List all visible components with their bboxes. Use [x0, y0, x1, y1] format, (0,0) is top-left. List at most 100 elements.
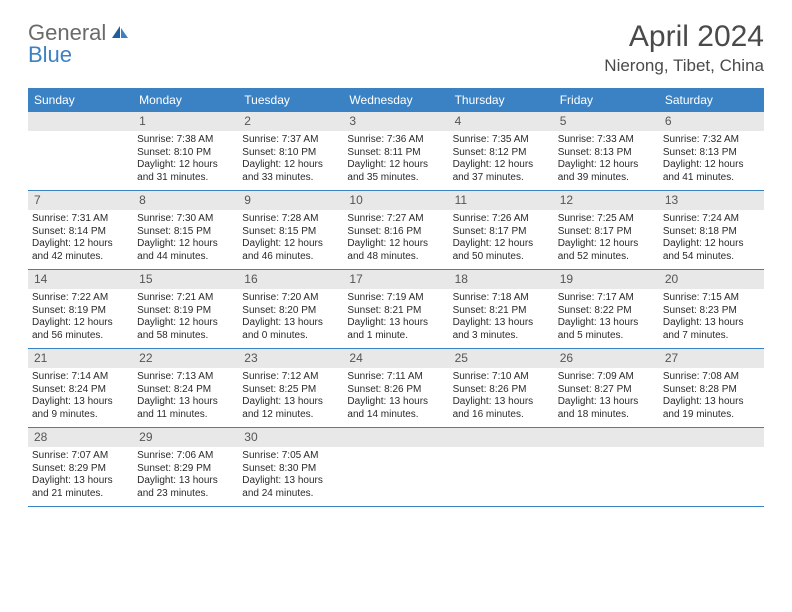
sunrise-text: Sunrise: 7:06 AM	[137, 450, 234, 463]
sunrise-text: Sunrise: 7:37 AM	[242, 134, 339, 147]
sunset-text: Sunset: 8:18 PM	[663, 226, 760, 239]
daylight-text: Daylight: 13 hours and 7 minutes.	[663, 317, 760, 342]
sunset-text: Sunset: 8:24 PM	[32, 384, 129, 397]
sunset-text: Sunset: 8:24 PM	[137, 384, 234, 397]
sunrise-text: Sunrise: 7:33 AM	[558, 134, 655, 147]
sunrise-text: Sunrise: 7:36 AM	[347, 134, 444, 147]
daylight-text: Daylight: 13 hours and 19 minutes.	[663, 396, 760, 421]
sunset-text: Sunset: 8:21 PM	[453, 305, 550, 318]
day-cell: 17Sunrise: 7:19 AMSunset: 8:21 PMDayligh…	[343, 270, 448, 348]
sunrise-text: Sunrise: 7:15 AM	[663, 292, 760, 305]
day-cell: 3Sunrise: 7:36 AMSunset: 8:11 PMDaylight…	[343, 112, 448, 190]
sunrise-text: Sunrise: 7:12 AM	[242, 371, 339, 384]
day-number: 28	[28, 428, 133, 447]
day-number: 17	[343, 270, 448, 289]
day-cell: 29Sunrise: 7:06 AMSunset: 8:29 PMDayligh…	[133, 428, 238, 506]
title-block: April 2024 Nierong, Tibet, China	[604, 20, 764, 76]
day-cell: 27Sunrise: 7:08 AMSunset: 8:28 PMDayligh…	[659, 349, 764, 427]
day-number: 12	[554, 191, 659, 210]
day-header: Friday	[554, 88, 659, 112]
day-number	[449, 428, 554, 447]
sunset-text: Sunset: 8:22 PM	[558, 305, 655, 318]
daylight-text: Daylight: 13 hours and 12 minutes.	[242, 396, 339, 421]
daylight-text: Daylight: 12 hours and 35 minutes.	[347, 159, 444, 184]
day-cell: 13Sunrise: 7:24 AMSunset: 8:18 PMDayligh…	[659, 191, 764, 269]
sunrise-text: Sunrise: 7:38 AM	[137, 134, 234, 147]
day-cell: 19Sunrise: 7:17 AMSunset: 8:22 PMDayligh…	[554, 270, 659, 348]
day-details: Sunrise: 7:07 AMSunset: 8:29 PMDaylight:…	[28, 447, 133, 506]
day-cell: 18Sunrise: 7:18 AMSunset: 8:21 PMDayligh…	[449, 270, 554, 348]
daylight-text: Daylight: 13 hours and 14 minutes.	[347, 396, 444, 421]
day-number	[28, 112, 133, 131]
day-number: 13	[659, 191, 764, 210]
day-cell: 6Sunrise: 7:32 AMSunset: 8:13 PMDaylight…	[659, 112, 764, 190]
day-details: Sunrise: 7:25 AMSunset: 8:17 PMDaylight:…	[554, 210, 659, 269]
daylight-text: Daylight: 12 hours and 39 minutes.	[558, 159, 655, 184]
sunrise-text: Sunrise: 7:35 AM	[453, 134, 550, 147]
sunrise-text: Sunrise: 7:18 AM	[453, 292, 550, 305]
day-details: Sunrise: 7:24 AMSunset: 8:18 PMDaylight:…	[659, 210, 764, 269]
sunset-text: Sunset: 8:15 PM	[242, 226, 339, 239]
day-details: Sunrise: 7:19 AMSunset: 8:21 PMDaylight:…	[343, 289, 448, 348]
day-details: Sunrise: 7:36 AMSunset: 8:11 PMDaylight:…	[343, 131, 448, 190]
daylight-text: Daylight: 13 hours and 0 minutes.	[242, 317, 339, 342]
daylight-text: Daylight: 12 hours and 48 minutes.	[347, 238, 444, 263]
day-details: Sunrise: 7:30 AMSunset: 8:15 PMDaylight:…	[133, 210, 238, 269]
daylight-text: Daylight: 12 hours and 33 minutes.	[242, 159, 339, 184]
sunset-text: Sunset: 8:21 PM	[347, 305, 444, 318]
day-number	[343, 428, 448, 447]
sunrise-text: Sunrise: 7:22 AM	[32, 292, 129, 305]
daylight-text: Daylight: 12 hours and 54 minutes.	[663, 238, 760, 263]
day-number: 16	[238, 270, 343, 289]
day-cell: 15Sunrise: 7:21 AMSunset: 8:19 PMDayligh…	[133, 270, 238, 348]
sunset-text: Sunset: 8:10 PM	[137, 147, 234, 160]
sunset-text: Sunset: 8:17 PM	[558, 226, 655, 239]
day-details: Sunrise: 7:10 AMSunset: 8:26 PMDaylight:…	[449, 368, 554, 427]
day-cell: 28Sunrise: 7:07 AMSunset: 8:29 PMDayligh…	[28, 428, 133, 506]
day-details: Sunrise: 7:21 AMSunset: 8:19 PMDaylight:…	[133, 289, 238, 348]
sunset-text: Sunset: 8:28 PM	[663, 384, 760, 397]
sunrise-text: Sunrise: 7:10 AM	[453, 371, 550, 384]
week-row: 28Sunrise: 7:07 AMSunset: 8:29 PMDayligh…	[28, 428, 764, 507]
day-number	[554, 428, 659, 447]
day-details: Sunrise: 7:06 AMSunset: 8:29 PMDaylight:…	[133, 447, 238, 506]
sunrise-text: Sunrise: 7:19 AM	[347, 292, 444, 305]
sunset-text: Sunset: 8:29 PM	[32, 463, 129, 476]
sunset-text: Sunset: 8:15 PM	[137, 226, 234, 239]
daylight-text: Daylight: 13 hours and 18 minutes.	[558, 396, 655, 421]
day-number	[659, 428, 764, 447]
sunset-text: Sunset: 8:19 PM	[137, 305, 234, 318]
day-number: 8	[133, 191, 238, 210]
sunrise-text: Sunrise: 7:27 AM	[347, 213, 444, 226]
week-row: 21Sunrise: 7:14 AMSunset: 8:24 PMDayligh…	[28, 349, 764, 428]
day-number: 25	[449, 349, 554, 368]
logo-text-blue-wrap: Blue	[28, 42, 72, 68]
sunset-text: Sunset: 8:13 PM	[558, 147, 655, 160]
day-header: Tuesday	[238, 88, 343, 112]
day-cell: 5Sunrise: 7:33 AMSunset: 8:13 PMDaylight…	[554, 112, 659, 190]
day-cell	[554, 428, 659, 506]
day-number: 27	[659, 349, 764, 368]
sunset-text: Sunset: 8:12 PM	[453, 147, 550, 160]
day-cell: 8Sunrise: 7:30 AMSunset: 8:15 PMDaylight…	[133, 191, 238, 269]
day-number: 14	[28, 270, 133, 289]
day-number: 22	[133, 349, 238, 368]
sunset-text: Sunset: 8:25 PM	[242, 384, 339, 397]
day-cell: 20Sunrise: 7:15 AMSunset: 8:23 PMDayligh…	[659, 270, 764, 348]
day-number: 11	[449, 191, 554, 210]
day-details: Sunrise: 7:26 AMSunset: 8:17 PMDaylight:…	[449, 210, 554, 269]
sunrise-text: Sunrise: 7:28 AM	[242, 213, 339, 226]
day-number: 23	[238, 349, 343, 368]
daylight-text: Daylight: 12 hours and 44 minutes.	[137, 238, 234, 263]
sunset-text: Sunset: 8:26 PM	[453, 384, 550, 397]
day-cell: 26Sunrise: 7:09 AMSunset: 8:27 PMDayligh…	[554, 349, 659, 427]
day-number: 15	[133, 270, 238, 289]
day-details: Sunrise: 7:05 AMSunset: 8:30 PMDaylight:…	[238, 447, 343, 506]
day-header: Monday	[133, 88, 238, 112]
day-number: 29	[133, 428, 238, 447]
sunset-text: Sunset: 8:26 PM	[347, 384, 444, 397]
daylight-text: Daylight: 13 hours and 23 minutes.	[137, 475, 234, 500]
sunset-text: Sunset: 8:23 PM	[663, 305, 760, 318]
day-details: Sunrise: 7:28 AMSunset: 8:15 PMDaylight:…	[238, 210, 343, 269]
daylight-text: Daylight: 13 hours and 11 minutes.	[137, 396, 234, 421]
